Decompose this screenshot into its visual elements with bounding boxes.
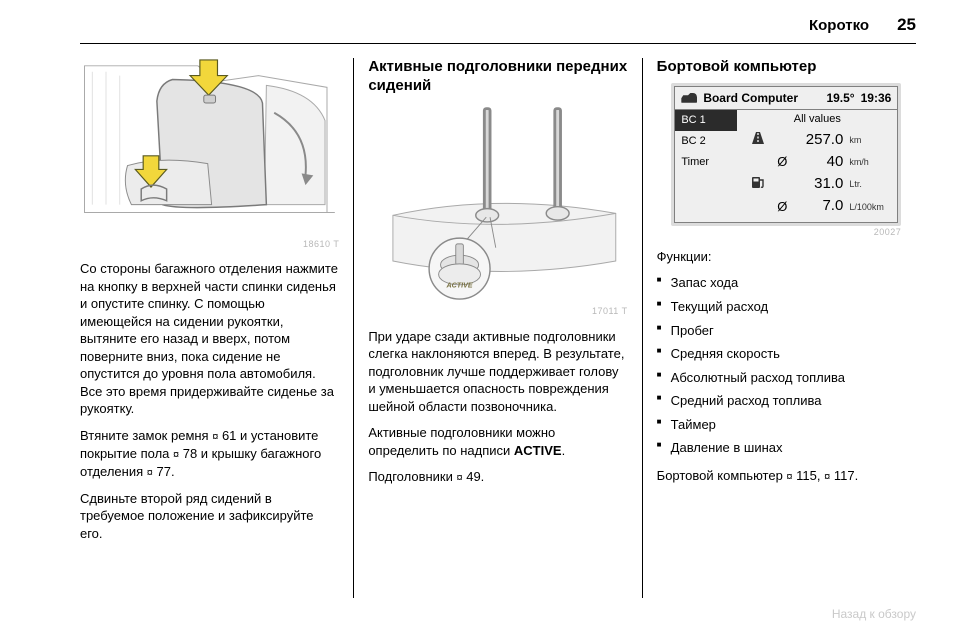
functions-label: Функции: xyxy=(657,248,916,266)
bc-menu: BC 1BC 2Timer xyxy=(675,110,737,222)
board-computer-ref: Бортовой компьютер ¤ 115, ¤ 117. xyxy=(657,467,916,485)
board-computer-display: Board Computer 19.5° 19:36 BC 1BC 2Timer… xyxy=(671,83,901,238)
seat-fold-para-1: Со стороны багажного отделения нажмите н… xyxy=(80,260,339,418)
bc-value: 31.0 xyxy=(793,174,843,194)
figure-id: 18610 T xyxy=(80,238,339,250)
car-icon xyxy=(681,93,697,103)
function-item: Запас хода xyxy=(657,274,916,292)
seat-fold-para-2: Втяните замок ремня ¤ 61 и уста­новите п… xyxy=(80,427,339,481)
figure-id: 20027 xyxy=(671,226,901,238)
avg-symbol: Ø xyxy=(773,198,787,216)
back-to-overview-link[interactable]: Назад к обзору xyxy=(0,606,954,622)
bc-menu-item: BC 1 xyxy=(675,110,737,131)
figure-id: 17011 T xyxy=(368,305,627,317)
headrest-para-3: Подголовники ¤ 49. xyxy=(368,468,627,486)
headrest-heading: Активные подголовники передних сидений xyxy=(368,58,627,96)
bc-value-row: Ø 7.0 L/100km xyxy=(743,195,891,217)
bc-unit: Ltr. xyxy=(849,178,891,190)
bc-menu-item: Timer xyxy=(675,152,737,173)
bc-values-head: All values xyxy=(743,112,891,129)
column-headrest: Активные подголовники передних сидений xyxy=(353,58,641,598)
road-icon xyxy=(749,131,767,150)
page-number: 25 xyxy=(897,14,916,37)
section-title: Коротко xyxy=(809,16,869,36)
function-item: Абсолютный расход топлива xyxy=(657,369,916,387)
function-item: Давление в шинах xyxy=(657,439,916,457)
active-label-in-fig: ACTIVE xyxy=(446,282,473,290)
bc-unit: L/100km xyxy=(849,201,891,213)
headrest-para-1: При ударе сзади активные подго­ловники с… xyxy=(368,328,627,416)
function-item: Текущий расход xyxy=(657,298,916,316)
bc-value-row: 257.0 km xyxy=(743,129,891,151)
bc-value: 7.0 xyxy=(793,196,843,216)
bc-value: 40 xyxy=(793,152,843,172)
bc-value-row: Ø 40 km/h xyxy=(743,151,891,173)
bc-value: 257.0 xyxy=(793,130,843,150)
bc-titlebar: Board Computer 19.5° 19:36 xyxy=(675,87,897,110)
headrest-para-2: Активные подголовники можно определить п… xyxy=(368,424,627,459)
active-label: ACTIVE xyxy=(514,443,562,458)
column-board-computer: Бортовой компьютер Board Computer 19.5° … xyxy=(642,58,916,598)
bc-title: Board Computer xyxy=(703,90,798,106)
headrest-illustration: ACTIVE xyxy=(368,101,627,301)
column-seat-fold: 18610 T Со стороны багажного отделения н… xyxy=(80,58,353,598)
bc-values-panel: All values 257.0 km Ø 40 km/h 31.0 Ltr. Ø 7.0 L/1… xyxy=(737,110,897,222)
bc-temp: 19.5° xyxy=(826,90,854,106)
bc-time: 19:36 xyxy=(861,90,892,106)
manual-page: Коротко 25 xyxy=(0,0,954,608)
bc-unit: km/h xyxy=(849,156,891,168)
function-item: Средняя скорость xyxy=(657,345,916,363)
board-computer-heading: Бортовой компьютер xyxy=(657,58,916,77)
avg-symbol: Ø xyxy=(773,153,787,171)
seat-fold-illustration xyxy=(80,58,339,234)
bc-menu-item: BC 2 xyxy=(675,131,737,152)
bc-value-row: 31.0 Ltr. xyxy=(743,173,891,195)
fuel-icon xyxy=(749,175,767,194)
function-item: Таймер xyxy=(657,416,916,434)
bc-unit: km xyxy=(849,134,891,146)
seat-fold-para-3: Сдвиньте второй ряд сидений в требуемое … xyxy=(80,490,339,543)
function-item: Пробег xyxy=(657,322,916,340)
function-item: Средний расход топлива xyxy=(657,392,916,410)
page-header: Коротко 25 xyxy=(80,14,916,44)
content-columns: 18610 T Со стороны багажного отделения н… xyxy=(80,58,916,598)
functions-list: Запас хода Текущий расход Пробег Средняя ск… xyxy=(657,274,916,456)
